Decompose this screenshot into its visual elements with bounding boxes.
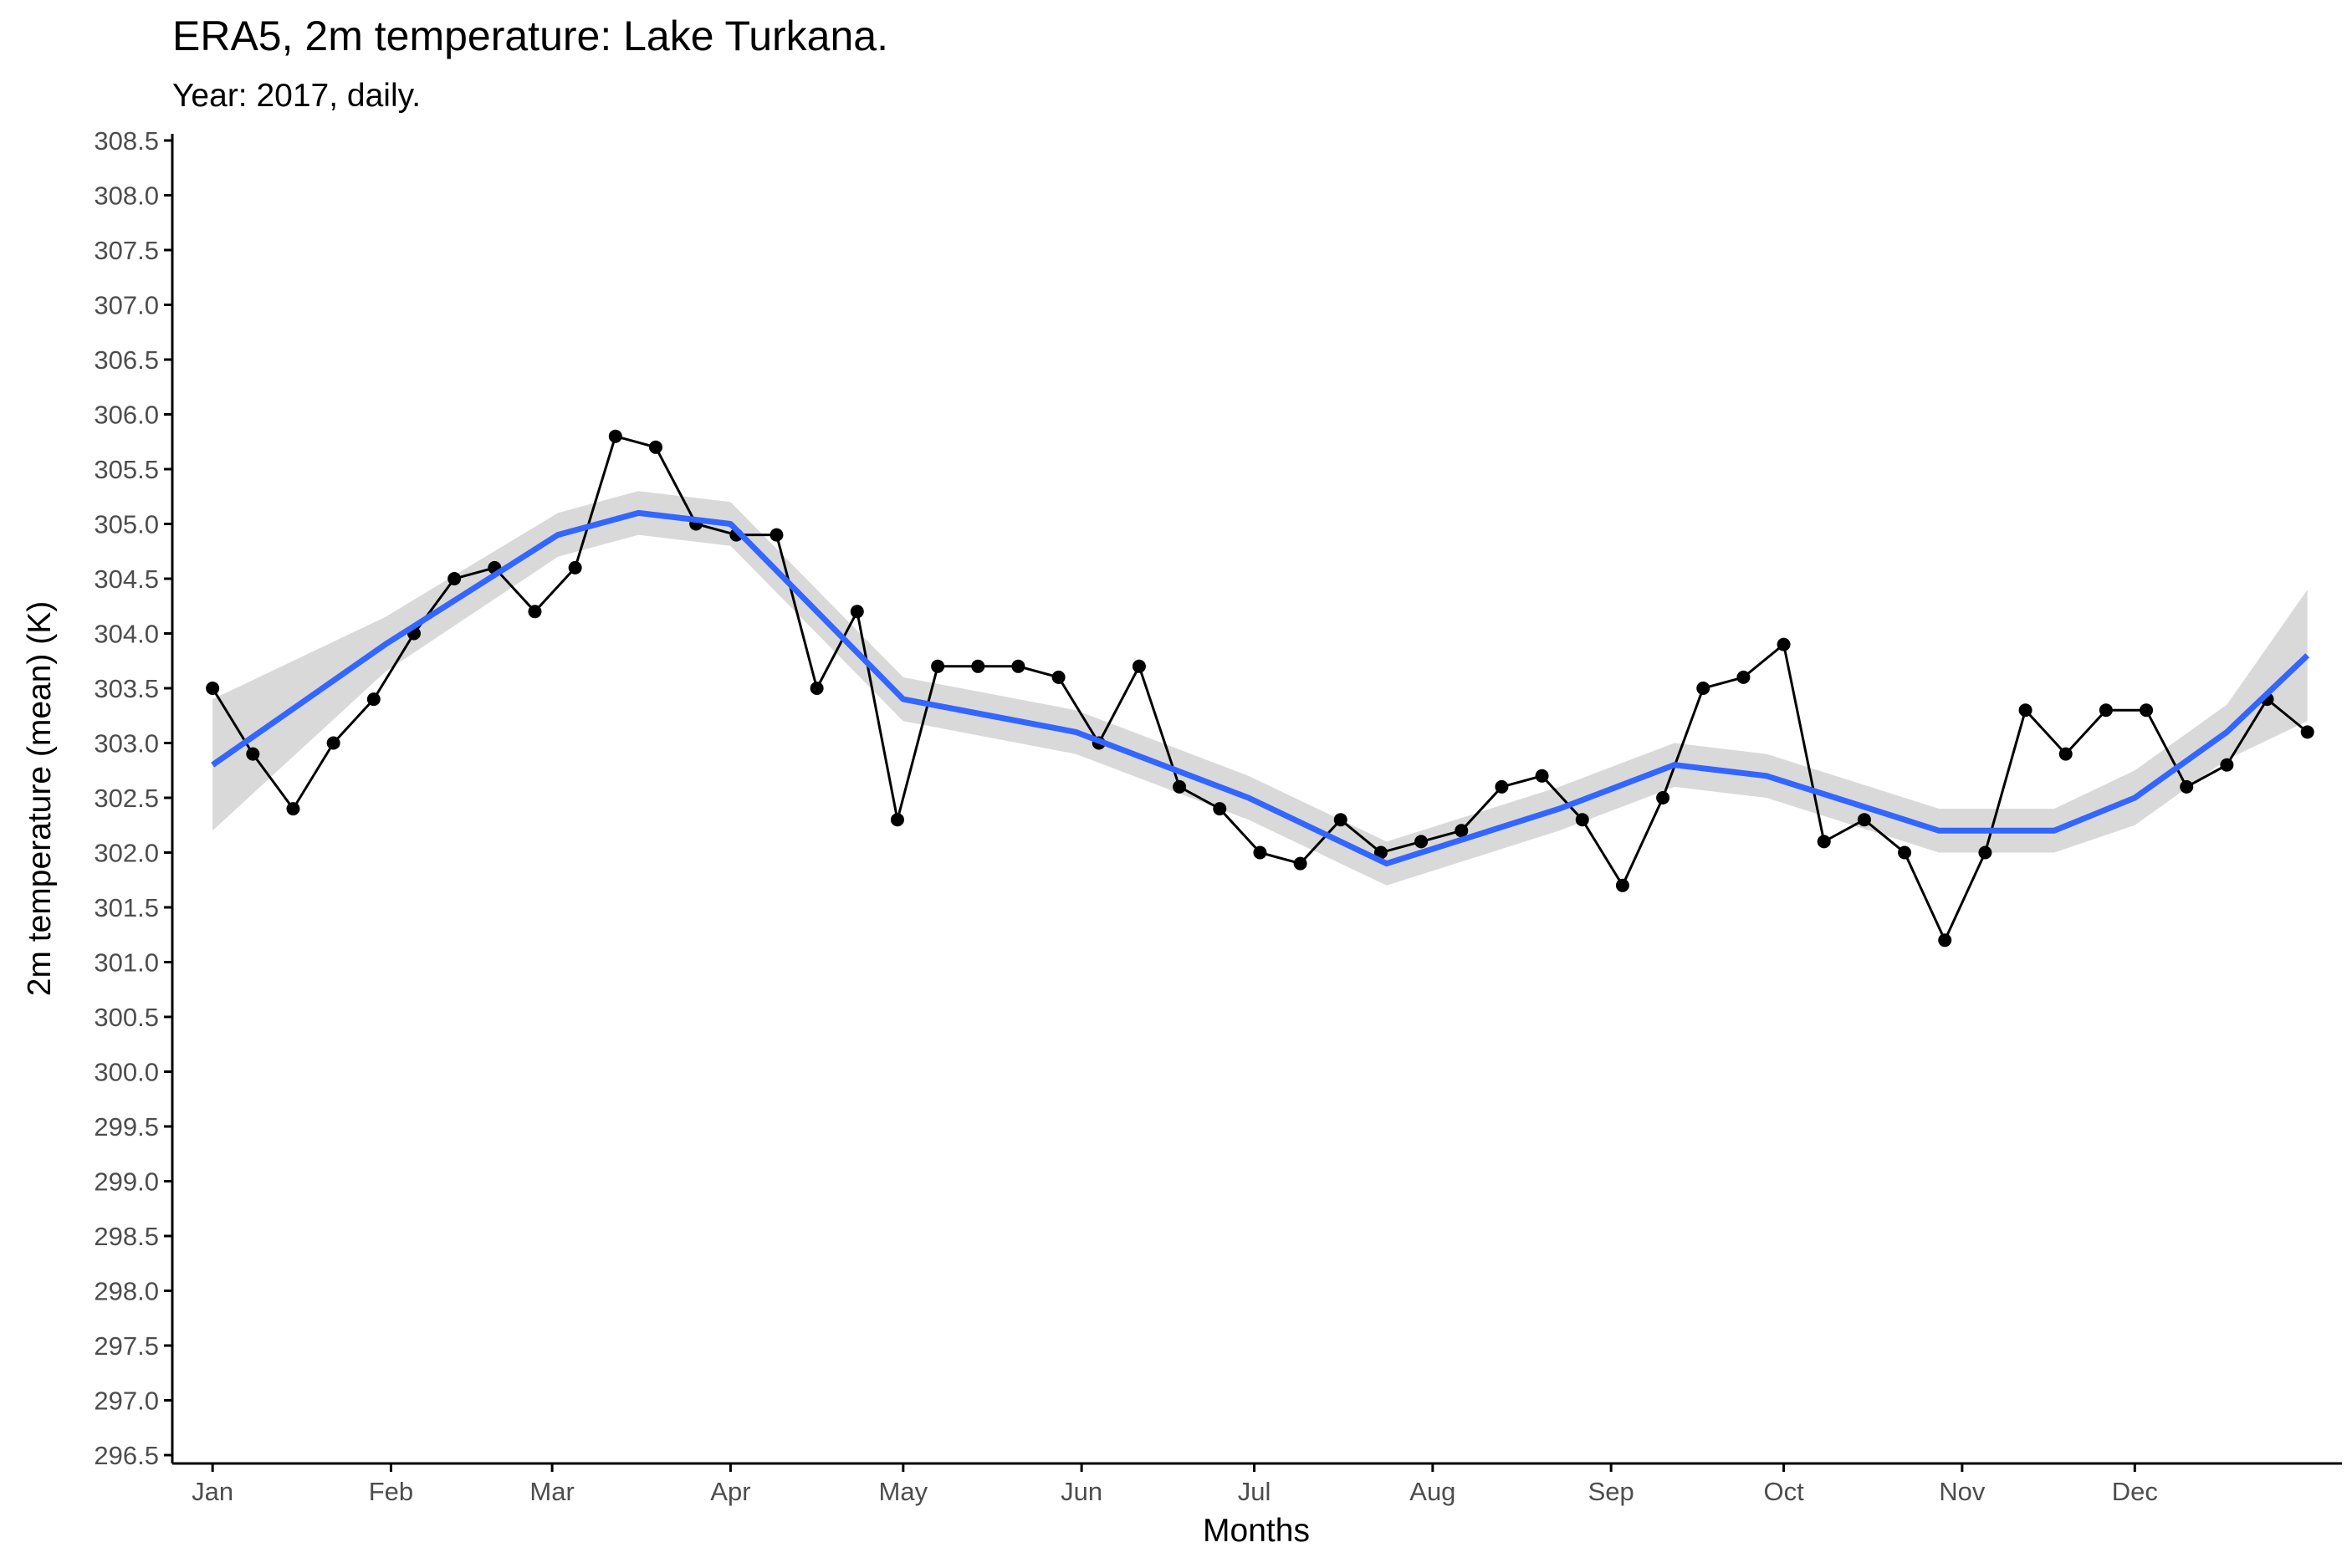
data-point xyxy=(1173,779,1187,794)
data-point xyxy=(1132,659,1146,673)
y-tick-label: 301.5 xyxy=(94,893,159,922)
data-point xyxy=(2058,747,2073,761)
data-point xyxy=(2140,703,2154,718)
data-point xyxy=(648,440,662,454)
y-tick-label: 307.0 xyxy=(94,291,159,320)
y-tick-label: 301.0 xyxy=(94,948,159,978)
x-tick-label: Jan xyxy=(192,1477,233,1506)
data-point xyxy=(1414,835,1429,849)
data-point xyxy=(1978,845,1992,860)
data-point xyxy=(1656,791,1670,804)
data-point xyxy=(1857,813,1871,827)
data-point xyxy=(890,813,904,827)
data-point xyxy=(608,429,622,443)
daily-series-line xyxy=(211,434,2309,943)
chart-subtitle: Year: 2017, daily. xyxy=(172,78,421,114)
smooth-trend-line xyxy=(211,509,2310,867)
y-tick-label: 308.0 xyxy=(94,181,159,211)
data-point xyxy=(2220,758,2234,772)
y-tick-label: 299.5 xyxy=(94,1112,159,1142)
data-point xyxy=(1373,845,1388,860)
x-tick-label: Dec xyxy=(2112,1477,2158,1506)
data-point xyxy=(246,747,260,761)
y-tick-label: 299.0 xyxy=(94,1167,159,1197)
y-tick-label: 302.0 xyxy=(94,839,159,868)
y-tick-label: 300.0 xyxy=(94,1058,159,1087)
data-point xyxy=(2018,703,2032,718)
data-point xyxy=(326,736,340,750)
data-point xyxy=(1333,813,1347,827)
data-point xyxy=(2180,779,2194,794)
x-tick-label: Jul xyxy=(1238,1477,1271,1506)
x-tick-label: Mar xyxy=(529,1477,574,1506)
y-tick-label: 304.0 xyxy=(94,620,159,649)
data-point xyxy=(1817,835,1831,849)
data-point xyxy=(1051,670,1066,684)
data-point xyxy=(1011,659,1025,673)
data-point xyxy=(2099,703,2113,718)
data-point xyxy=(1736,670,1751,684)
data-point xyxy=(286,802,300,816)
y-tick-label: 303.0 xyxy=(94,729,159,758)
y-tick-label: 298.5 xyxy=(94,1222,159,1251)
data-point xyxy=(850,605,864,619)
y-tick-label: 305.0 xyxy=(94,510,159,539)
x-tick-label: Nov xyxy=(1939,1477,1986,1506)
y-tick-label: 306.5 xyxy=(94,345,159,375)
data-point xyxy=(810,682,824,695)
data-point xyxy=(366,692,381,707)
x-axis-title: Months xyxy=(1203,1513,1310,1549)
data-point xyxy=(971,659,985,673)
y-tick-label: 297.5 xyxy=(94,1331,159,1361)
data-point xyxy=(1293,856,1307,871)
plot-area xyxy=(206,429,2314,947)
y-tick-label: 303.5 xyxy=(94,674,159,703)
data-point xyxy=(2300,725,2314,739)
x-tick-label: Sep xyxy=(1588,1477,1634,1506)
data-point xyxy=(1535,769,1549,783)
x-tick-label: May xyxy=(879,1477,928,1506)
chart-title: ERA5, 2m temperature: Lake Turkana. xyxy=(172,13,888,59)
confidence-band xyxy=(212,491,2308,886)
data-point xyxy=(931,659,945,673)
x-tick-label: Feb xyxy=(369,1477,413,1506)
x-tick-label: Apr xyxy=(710,1477,750,1506)
data-point xyxy=(1777,637,1791,651)
data-point xyxy=(568,560,582,575)
y-tick-label: 307.5 xyxy=(94,236,159,265)
y-tick-label: 296.5 xyxy=(94,1441,159,1470)
data-point xyxy=(1938,933,1952,947)
y-axis-ticks: 296.5 297.0 297.5 298.0 298.5 299.0 299.5 300.0… xyxy=(94,126,172,1470)
data-point xyxy=(1898,845,1912,860)
x-tick-label: Jun xyxy=(1061,1477,1102,1506)
x-tick-label: Oct xyxy=(1763,1477,1804,1506)
data-point xyxy=(528,605,542,619)
y-tick-label: 300.5 xyxy=(94,1003,159,1032)
data-point xyxy=(447,572,462,585)
data-point xyxy=(1253,845,1267,860)
y-tick-label: 305.5 xyxy=(94,455,159,484)
data-point xyxy=(1455,824,1469,838)
data-point xyxy=(1696,682,1710,695)
data-point xyxy=(1615,878,1629,892)
data-point xyxy=(1575,813,1589,827)
data-point xyxy=(770,528,784,542)
y-tick-label: 297.0 xyxy=(94,1387,159,1416)
y-tick-label: 304.5 xyxy=(94,564,159,594)
x-tick-label: Aug xyxy=(1409,1477,1455,1506)
y-tick-label: 302.5 xyxy=(94,784,159,813)
data-point xyxy=(1495,779,1509,794)
data-point xyxy=(206,682,220,695)
y-tick-label: 308.5 xyxy=(94,126,159,156)
y-tick-label: 306.0 xyxy=(94,401,159,430)
y-axis-title: 2m temperature (mean) (K) xyxy=(22,601,58,996)
y-tick-label: 298.0 xyxy=(94,1277,159,1306)
x-axis-ticks: Jan Feb Mar Apr May Jun Jul Aug Sep Oct Nov Dec xyxy=(192,1463,2158,1506)
data-point xyxy=(1213,802,1227,816)
